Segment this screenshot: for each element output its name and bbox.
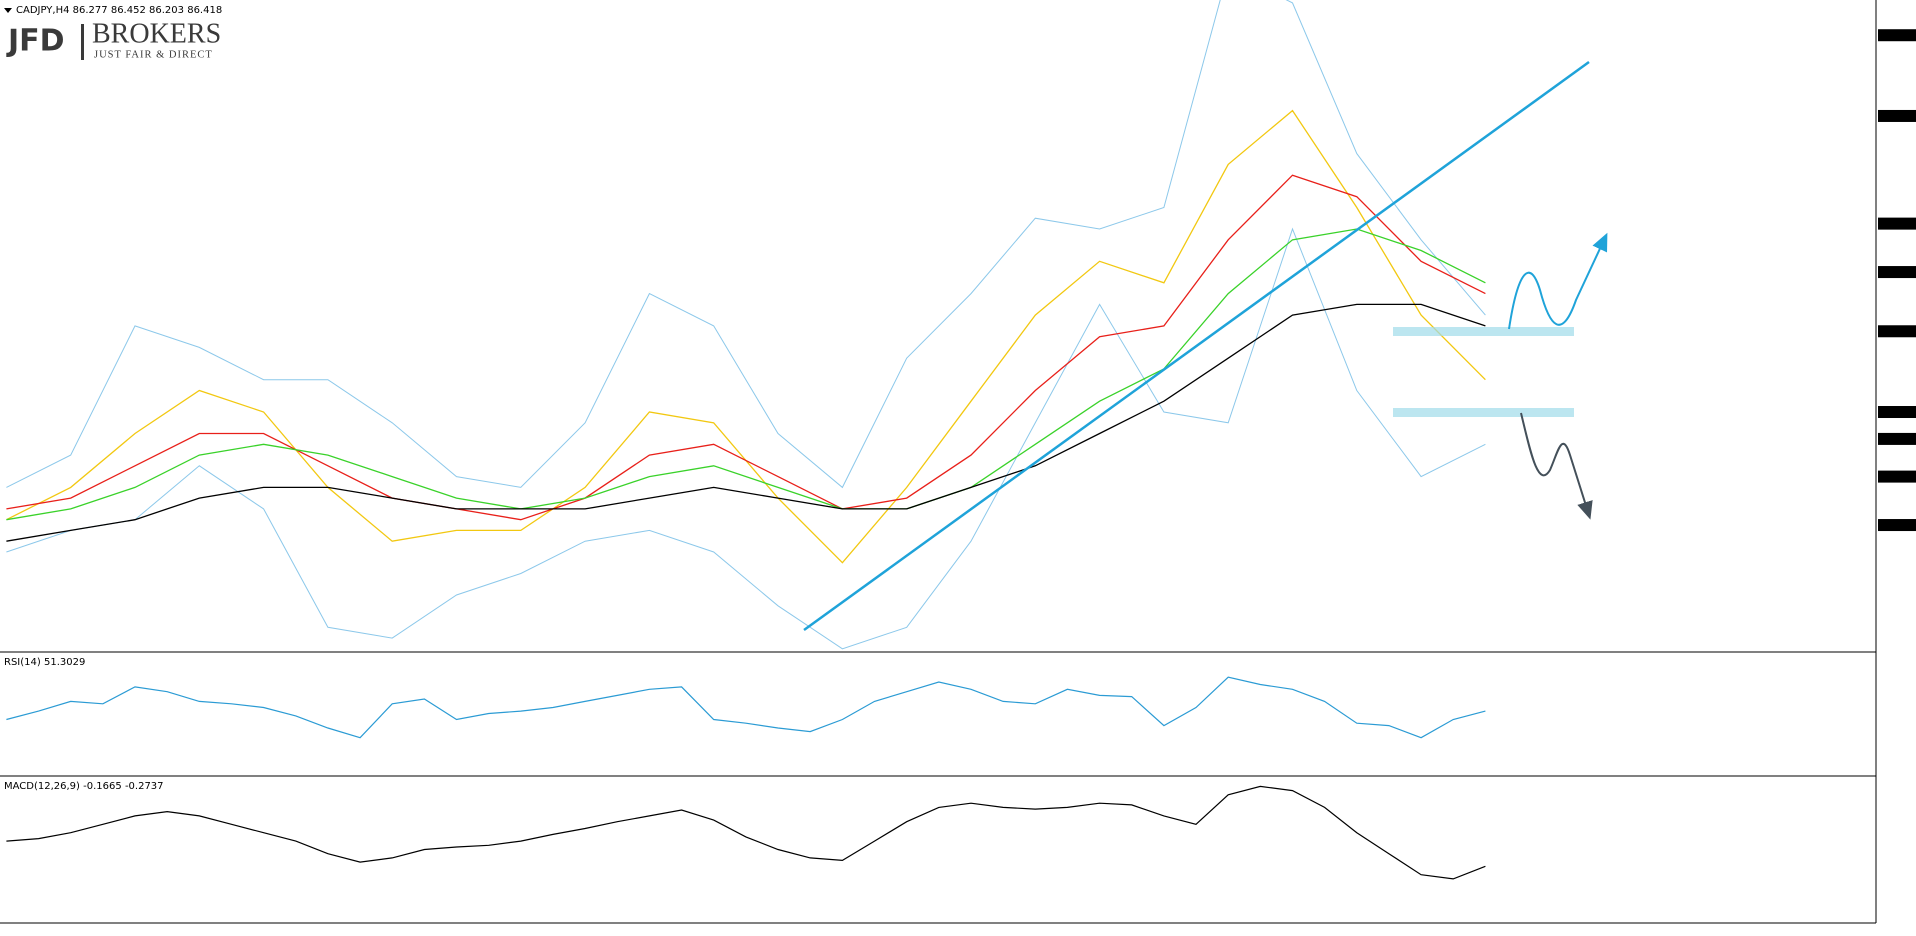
- rsi-header: RSI(14) 51.3029: [4, 657, 85, 668]
- close-value: 86.418: [187, 5, 222, 16]
- support-zone: [1393, 408, 1574, 417]
- symbol: CADJPY,H4: [16, 5, 69, 16]
- y-tick-highlight: [1878, 519, 1916, 532]
- y-tick-highlight: [1878, 406, 1916, 419]
- macd-main-value: -0.1665: [83, 781, 122, 792]
- chart-header: CADJPY,H4 86.277 86.452 86.203 86.418: [16, 5, 222, 16]
- text-layer: [1878, 29, 1916, 532]
- y-tick-highlight: [1878, 29, 1916, 42]
- logo-tagline: JUST FAIR & DIRECT: [94, 49, 213, 60]
- macd-title: MACD(12,26,9): [4, 781, 80, 792]
- rsi-title: RSI(14): [4, 657, 41, 668]
- y-tick-highlight: [1878, 432, 1916, 445]
- logo-divider: [81, 24, 84, 60]
- marks-layer: [6, 109, 1486, 880]
- low-value: 86.203: [149, 5, 184, 16]
- bullish-scenario-arrow: [1508, 232, 1608, 330]
- y-tick-highlight: [1878, 470, 1916, 483]
- signal-line: [6, 785, 1486, 880]
- symbol-menu-icon: [4, 8, 12, 13]
- y-tick-highlight: [1878, 109, 1916, 122]
- macd-signal-value: -0.2737: [125, 781, 164, 792]
- open-value: 86.277: [73, 5, 108, 16]
- resistance-zone: [1393, 327, 1574, 336]
- y-tick-highlight: [1878, 217, 1916, 230]
- high-value: 86.452: [111, 5, 146, 16]
- y-tick-highlight: [1878, 266, 1916, 279]
- bollinger-lower: [6, 227, 1486, 650]
- trend-line: [803, 60, 1590, 632]
- bollinger-upper: [6, 0, 1486, 489]
- rsi-value: 51.3029: [44, 657, 85, 668]
- logo-brand: BROKERS: [92, 18, 221, 49]
- ema-line: [6, 303, 1486, 542]
- bands-layer: [6, 0, 1486, 650]
- y-tick-highlight: [1878, 325, 1916, 338]
- ema-line: [6, 228, 1486, 521]
- indicator-line: [6, 676, 1486, 739]
- ema-line: [6, 174, 1486, 521]
- macd-header: MACD(12,26,9) -0.1665 -0.2737: [4, 781, 164, 792]
- bearish-scenario-arrow: [1520, 412, 1593, 520]
- logo-name: JFD: [6, 24, 65, 59]
